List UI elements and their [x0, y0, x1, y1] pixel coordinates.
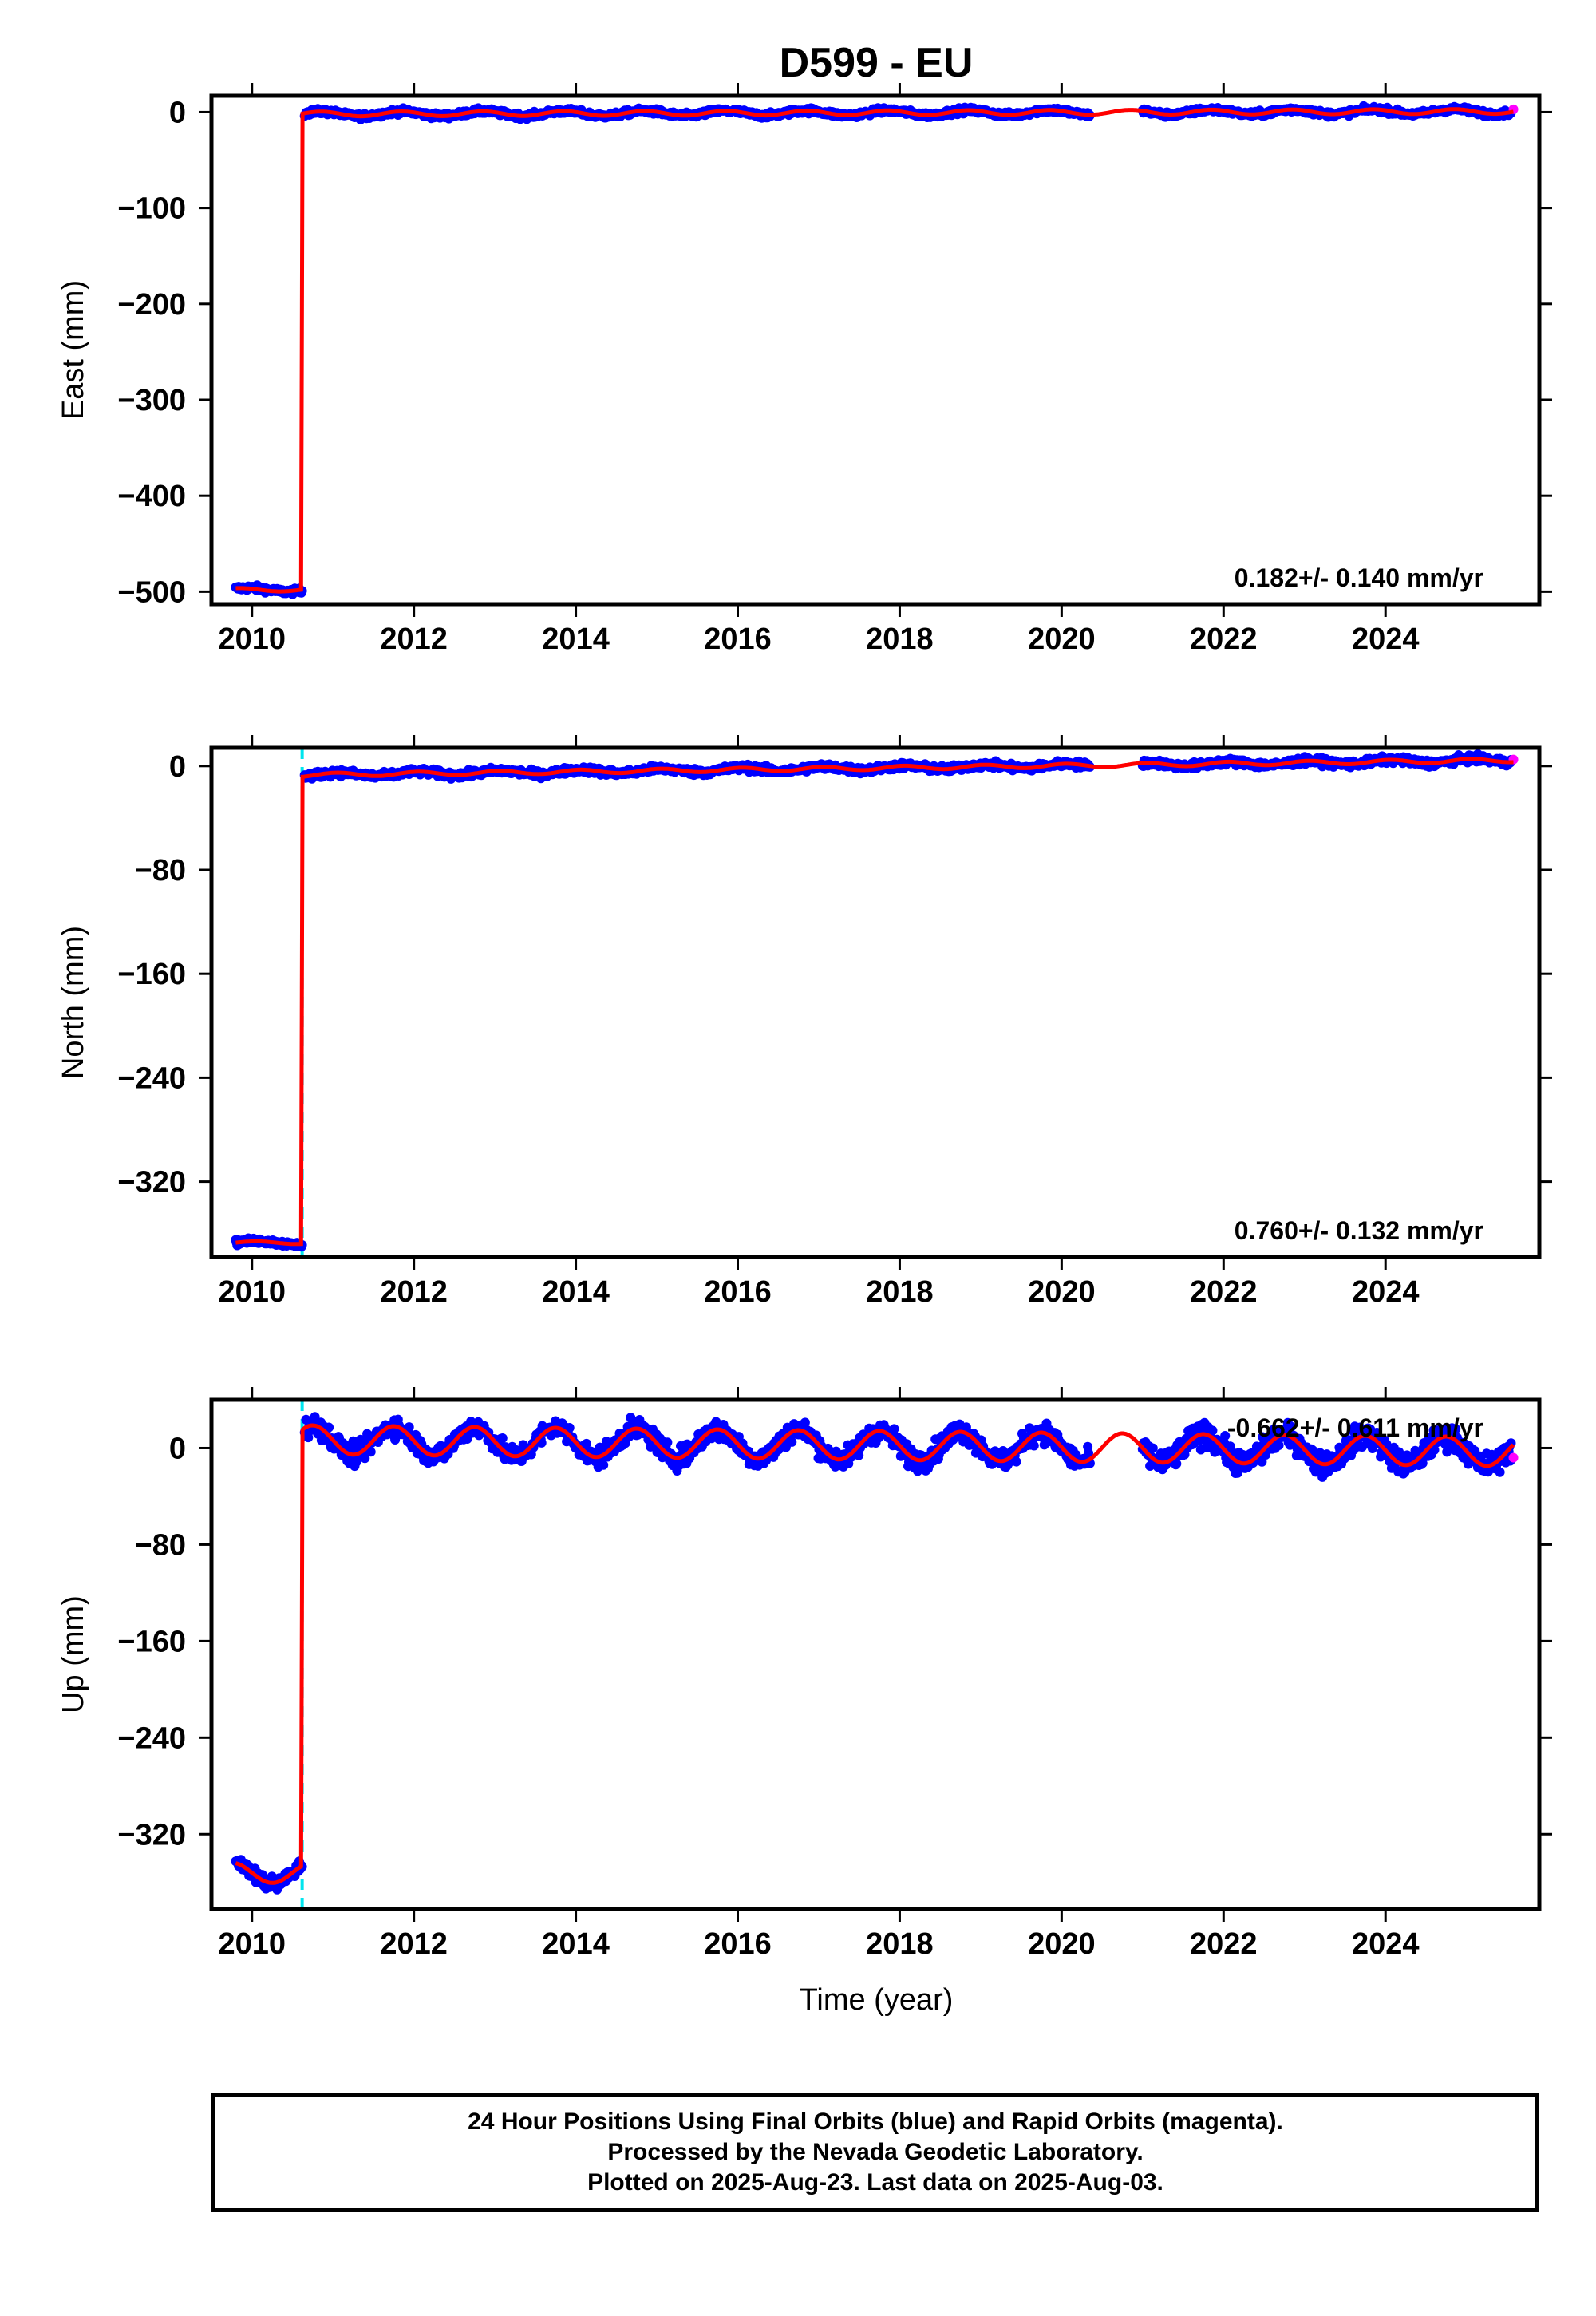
north-data-points — [231, 749, 1519, 1252]
up-final-orbit-point — [1171, 1459, 1182, 1469]
east-y-tick-label: −100 — [117, 192, 186, 226]
up-final-orbit-point — [787, 1437, 797, 1447]
north-model-curve — [235, 757, 1514, 1247]
up-final-orbit-point — [598, 1460, 609, 1470]
up-final-orbit-point — [1148, 1443, 1158, 1453]
north-x-tick-label: 2012 — [380, 1275, 448, 1309]
up-final-orbit-point — [662, 1437, 673, 1448]
up-final-orbit-point — [564, 1423, 575, 1433]
east-velocity-label: 0.182+/- 0.140 mm/yr — [1235, 563, 1483, 592]
up-final-orbit-point — [324, 1422, 334, 1433]
east-panel: 2010 2012 2014 2016 2018 2020 2022 2024 0 −100 −20… — [57, 83, 1552, 656]
up-final-orbit-point — [1429, 1445, 1440, 1455]
north-x-tick-label: 2010 — [218, 1275, 286, 1309]
up-final-orbit-point — [1220, 1431, 1231, 1441]
north-y-tick-label: −160 — [117, 958, 186, 991]
up-final-orbit-point — [1417, 1458, 1428, 1468]
up-final-orbit-point — [1442, 1447, 1452, 1457]
east-x-tick-label: 2022 — [1190, 622, 1258, 656]
up-panel: 2010 2012 2014 2016 2018 2020 2022 20240−80−160… — [57, 1387, 1552, 1961]
east-x-tick-label: 2010 — [218, 622, 286, 656]
north-x-tick-label: 2020 — [1028, 1275, 1096, 1309]
east-x-tick-label: 2018 — [866, 622, 934, 656]
north-plot-frame — [209, 745, 1542, 1259]
north-x-tick-label: 2018 — [866, 1275, 934, 1309]
east-y-tick-label: −300 — [117, 384, 186, 417]
up-final-orbit-point — [365, 1447, 376, 1457]
north-x-tick-label: 2022 — [1190, 1275, 1258, 1309]
north-y-tick-label: −80 — [135, 854, 186, 887]
east-model-curve — [235, 107, 1514, 594]
up-final-orbit-point — [404, 1422, 414, 1433]
up-final-orbit-point — [497, 1433, 508, 1443]
east-y-tick-label: −500 — [117, 575, 186, 609]
east-x-tick-label: 2016 — [704, 622, 772, 656]
up-final-orbit-point — [1274, 1441, 1284, 1450]
up-final-orbit-point — [1257, 1456, 1267, 1467]
up-final-orbit-point — [582, 1438, 591, 1448]
north-y-axis-label: North (mm) — [57, 926, 90, 1079]
east-x-tick-label: 2024 — [1352, 622, 1420, 656]
east-x-tick-label: 2020 — [1028, 622, 1096, 656]
north-y-tick-label: 0 — [169, 750, 186, 784]
north-x-tick-label: 2024 — [1352, 1275, 1420, 1309]
up-final-orbit-point — [1011, 1456, 1021, 1467]
east-y-tick-label: −400 — [117, 480, 186, 513]
east-plot-frame — [209, 93, 1542, 607]
north-panel: 2010 2012 2014 2016 2018 2020 2022 2024 0 −80 −160… — [57, 735, 1552, 1309]
north-x-tick-label: 2014 — [542, 1275, 610, 1309]
north-y-tick-label: −240 — [117, 1061, 186, 1095]
up-final-orbit-point — [351, 1457, 361, 1468]
up-data-points — [231, 1412, 1519, 1895]
east-y-axis-label: East (mm) — [57, 280, 90, 420]
north-x-tick-label: 2016 — [704, 1275, 772, 1309]
up-final-orbit-point — [1029, 1441, 1039, 1451]
up-final-orbit-point — [1286, 1421, 1297, 1432]
up-final-orbit-point — [889, 1424, 899, 1434]
east-x-tick-label: 2012 — [380, 622, 448, 656]
east-y-tick-label: 0 — [169, 96, 186, 129]
east-x-tick-label: 2014 — [542, 622, 610, 656]
north-velocity-label: 0.760+/- 0.132 mm/yr — [1235, 1216, 1483, 1245]
east-data-points — [231, 101, 1519, 599]
east-y-tick-label: −200 — [117, 288, 186, 322]
figure-title: D599 - EU — [780, 40, 974, 86]
up-final-orbit-point — [800, 1417, 810, 1428]
up-final-orbit-point — [1207, 1425, 1218, 1436]
north-y-tick-label: −320 — [117, 1166, 186, 1199]
up-final-orbit-point — [1394, 1447, 1404, 1457]
up-final-orbit-point — [854, 1450, 864, 1460]
